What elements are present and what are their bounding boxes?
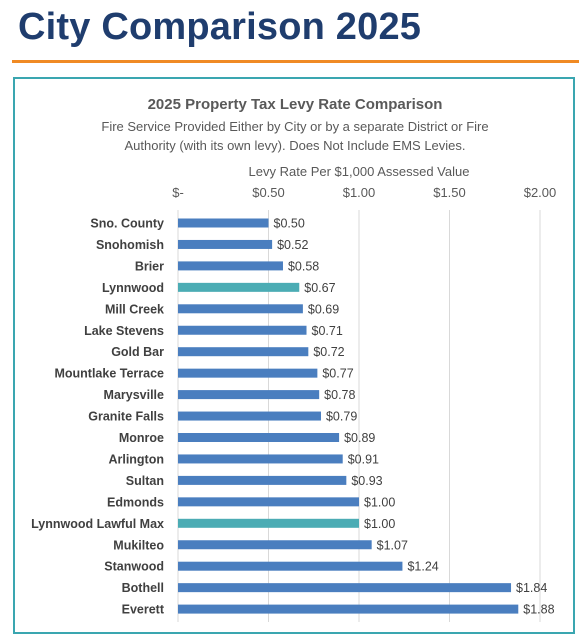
category-label: Sno. County — [90, 217, 164, 231]
bar — [178, 454, 343, 464]
bar — [178, 561, 403, 571]
bar — [178, 347, 309, 357]
bar — [178, 218, 269, 228]
value-label: $0.58 — [288, 259, 319, 273]
bar — [178, 304, 303, 314]
x-tick-label: $2.00 — [524, 185, 557, 200]
category-label: Everett — [122, 603, 165, 617]
chart-title: 2025 Property Tax Levy Rate Comparison — [147, 96, 443, 113]
bar — [178, 390, 320, 400]
category-label: Bothell — [122, 581, 164, 595]
bar — [178, 282, 300, 292]
x-tick-label: $1.00 — [343, 185, 376, 200]
category-label: Edmonds — [107, 495, 164, 509]
chart-subtitle-line-2: Authority (with its own levy). Does Not … — [124, 138, 466, 153]
value-label: $0.67 — [304, 281, 335, 295]
value-label: $1.00 — [364, 517, 395, 531]
value-label: $1.24 — [407, 560, 438, 574]
category-label: Mill Creek — [105, 302, 164, 316]
bar — [178, 411, 321, 421]
bar — [178, 475, 347, 485]
value-label: $0.91 — [348, 452, 379, 466]
category-label: Lake Stevens — [84, 324, 164, 338]
value-label: $1.07 — [377, 538, 408, 552]
value-label: $1.84 — [516, 581, 547, 595]
category-label: Brier — [135, 259, 164, 273]
value-label: $0.89 — [344, 431, 375, 445]
category-label: Gold Bar — [111, 345, 164, 359]
category-label: Snohomish — [96, 238, 164, 252]
chart-subtitle: Fire Service Provided Either by City or … — [0, 117, 579, 155]
value-label: $0.71 — [312, 324, 343, 338]
x-axis-label: Levy Rate Per $1,000 Assessed Value — [248, 164, 470, 179]
value-label: $0.72 — [313, 345, 344, 359]
category-label: Mountlake Terrace — [54, 367, 164, 381]
x-tick-label: $1.50 — [433, 185, 466, 200]
category-label: Sultan — [126, 474, 164, 488]
bar — [178, 325, 307, 335]
bar — [178, 604, 519, 614]
x-tick-label: $- — [172, 185, 184, 200]
value-label: $0.93 — [351, 474, 382, 488]
bar — [178, 518, 359, 528]
value-label: $0.69 — [308, 302, 339, 316]
value-label: $0.77 — [322, 367, 353, 381]
category-label: Arlington — [108, 452, 164, 466]
category-label: Granite Falls — [88, 410, 164, 424]
category-label: Lynnwood — [102, 281, 164, 295]
x-tick-label: $0.50 — [252, 185, 285, 200]
bar — [178, 239, 273, 249]
category-label: Mukilteo — [113, 538, 164, 552]
bar — [178, 433, 340, 442]
category-label: Stanwood — [104, 560, 164, 574]
value-label: $0.52 — [277, 238, 308, 252]
category-label: Lynnwood Lawful Max — [31, 517, 164, 531]
bar — [178, 261, 283, 271]
value-label: $0.79 — [326, 410, 357, 424]
value-label: $1.00 — [364, 495, 395, 509]
page-title: City Comparison 2025 — [18, 6, 422, 48]
value-label: $1.88 — [523, 603, 554, 617]
value-label: $0.78 — [324, 388, 355, 402]
chart-subtitle-line-1: Fire Service Provided Either by City or … — [101, 119, 489, 134]
bar — [178, 540, 372, 550]
bar — [178, 368, 318, 378]
bar — [178, 583, 512, 593]
value-label: $0.50 — [274, 217, 305, 231]
title-divider — [12, 60, 579, 63]
category-label: Monroe — [119, 431, 164, 445]
bar — [178, 497, 359, 507]
category-label: Marysville — [104, 388, 165, 402]
